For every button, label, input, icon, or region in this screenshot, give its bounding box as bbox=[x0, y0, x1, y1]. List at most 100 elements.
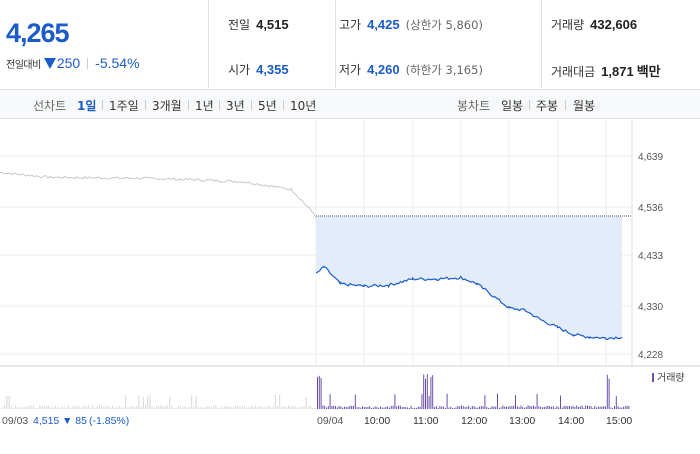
volume-bar bbox=[441, 406, 443, 409]
prev-close-value: 4,515 bbox=[256, 17, 289, 32]
volume-bar bbox=[235, 405, 237, 409]
volume-bar bbox=[114, 407, 116, 409]
volume-bar bbox=[90, 407, 91, 409]
volume-bar bbox=[543, 406, 545, 409]
volume-bar bbox=[296, 407, 298, 409]
prev-close-label: 전일 bbox=[228, 18, 251, 32]
tab-monthly-candle[interactable]: 월봉 bbox=[573, 99, 596, 113]
volume-bar bbox=[10, 405, 12, 409]
volume-bar bbox=[610, 407, 612, 409]
volume-bar bbox=[230, 407, 232, 409]
volume-bar bbox=[412, 408, 414, 409]
volume-bar bbox=[356, 407, 358, 409]
volume-cell: 거래량 432,606 bbox=[551, 16, 637, 33]
low-label: 저가 bbox=[339, 63, 362, 77]
volume-bar bbox=[556, 406, 558, 409]
volume-bar bbox=[129, 406, 131, 409]
volume-bar bbox=[30, 405, 32, 409]
volume-bar bbox=[79, 406, 80, 409]
change-row: 전일대비 250 -5.54% bbox=[6, 55, 140, 71]
tab-10y[interactable]: 10년 bbox=[290, 99, 317, 113]
volume-bar bbox=[206, 406, 208, 409]
volume-bar bbox=[457, 405, 459, 409]
volume-bar bbox=[279, 395, 281, 409]
volume-bar bbox=[15, 405, 17, 409]
tab-weekly-candle[interactable]: 주봉 bbox=[536, 99, 559, 113]
volume-bar bbox=[531, 406, 533, 409]
volume-bar bbox=[446, 393, 448, 409]
volume-bar bbox=[241, 405, 243, 409]
volume-bar bbox=[394, 394, 396, 409]
volume-bar bbox=[277, 405, 278, 409]
volume-bar bbox=[554, 407, 556, 409]
volume-bar bbox=[360, 407, 362, 409]
y-tick-label: 4,228 bbox=[638, 350, 663, 361]
volume-bar bbox=[17, 407, 19, 409]
series-area-today bbox=[316, 216, 622, 340]
volume-bar bbox=[270, 407, 272, 409]
amount-value: 1,871 bbox=[601, 64, 634, 79]
volume-bar bbox=[200, 407, 201, 409]
volume-bar bbox=[477, 407, 479, 409]
change-value: 250 bbox=[56, 55, 81, 71]
price-chart-svg: 4,639 4,536 4,433 4,330 4,228 거래량 09/03 … bbox=[0, 120, 700, 427]
volume-bar bbox=[587, 405, 588, 409]
volume-bar bbox=[353, 405, 354, 409]
volume-bar bbox=[248, 407, 250, 409]
tab-3y[interactable]: 3년 bbox=[226, 99, 245, 113]
divider bbox=[335, 0, 336, 88]
volume-bar bbox=[396, 406, 398, 409]
volume-legend-label: 거래량 bbox=[657, 372, 685, 384]
volume-bar bbox=[301, 406, 303, 409]
volume-bar bbox=[151, 406, 153, 409]
volume-bar bbox=[186, 407, 188, 409]
volume-bar bbox=[105, 405, 107, 409]
volume-bar bbox=[54, 405, 56, 409]
volume-bar bbox=[35, 408, 36, 409]
volume-bar bbox=[213, 405, 215, 409]
volume-bar bbox=[147, 396, 149, 409]
volume-bar bbox=[624, 406, 626, 409]
volume-bar bbox=[107, 405, 109, 409]
volume-bar bbox=[563, 406, 565, 409]
tab-1d[interactable]: 1일 bbox=[77, 99, 97, 113]
volume-bar bbox=[475, 407, 477, 409]
tab-daily-candle[interactable]: 일봉 bbox=[501, 99, 524, 113]
volume-bar bbox=[524, 407, 525, 409]
volume-bar bbox=[605, 406, 606, 409]
volume-bar bbox=[498, 407, 500, 409]
volume-bar bbox=[491, 406, 493, 409]
volume-bar bbox=[123, 407, 124, 409]
volume-bar bbox=[138, 395, 140, 409]
volume-bar bbox=[120, 407, 122, 409]
volume-bar bbox=[202, 407, 204, 409]
low-cell: 저가 4,260 (하한가 3,165) bbox=[339, 61, 483, 78]
volume-bar bbox=[329, 394, 331, 409]
tab-1w[interactable]: 1주일 bbox=[109, 99, 139, 113]
volume-bar bbox=[285, 407, 287, 409]
tab-1y[interactable]: 1년 bbox=[195, 99, 214, 113]
volume-bar bbox=[263, 407, 265, 409]
volume-bar bbox=[342, 407, 344, 409]
prev-day-label: 09/03 bbox=[2, 415, 28, 427]
volume-bar bbox=[19, 407, 21, 409]
volume-bar bbox=[461, 405, 462, 409]
tab-3m[interactable]: 3개월 bbox=[152, 99, 182, 113]
volume-bar bbox=[497, 393, 498, 409]
volume-value: 432,606 bbox=[590, 17, 638, 32]
divider bbox=[87, 57, 89, 69]
tab-5y[interactable]: 5년 bbox=[258, 99, 277, 113]
volume-bar bbox=[545, 406, 547, 409]
volume-bar bbox=[540, 406, 542, 409]
volume-bar bbox=[372, 407, 374, 409]
volume-bar bbox=[529, 405, 531, 409]
volume-bar bbox=[614, 406, 615, 409]
volume-bar bbox=[493, 406, 495, 409]
volume-bar bbox=[596, 407, 597, 409]
volume-bar bbox=[156, 406, 157, 409]
volume-bar bbox=[392, 405, 394, 409]
volume-bar bbox=[464, 407, 466, 409]
volume-bar bbox=[118, 405, 120, 409]
volume-bar bbox=[288, 405, 289, 409]
volume-bar bbox=[398, 405, 399, 409]
